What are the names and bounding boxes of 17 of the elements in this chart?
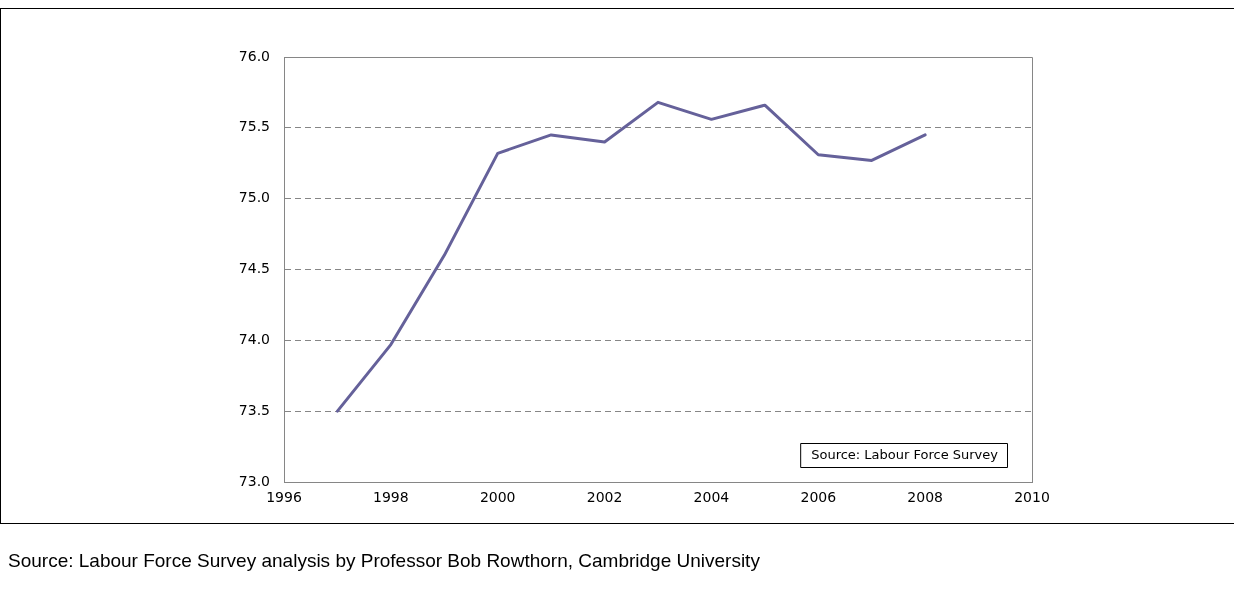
y-tick-label: 73.0 (238, 472, 270, 489)
x-tick-label: 2000 (479, 489, 516, 506)
x-tick-label: 2004 (693, 489, 730, 506)
x-tick-label: 2002 (586, 489, 623, 506)
y-tick-label: 76.0 (238, 47, 270, 64)
y-tick-label: 73.5 (238, 401, 270, 418)
y-tick-label: 75.5 (238, 118, 270, 135)
y-tick-label: 74.5 (238, 260, 270, 277)
x-tick-label: 2006 (800, 489, 837, 506)
x-tick-label: 1998 (373, 489, 409, 506)
x-tick-label: 2010 (1014, 489, 1050, 506)
x-tick-label: 1996 (266, 489, 302, 506)
x-tick-label: 2008 (907, 489, 943, 506)
y-tick-label: 74.0 (238, 330, 270, 347)
source-note: Source: Labour Force Survey analysis by Professor Bob Rowthorn, Cambridge University (8, 550, 760, 572)
annotation: Source: Labour Force Survey (811, 447, 999, 463)
y-tick-label: 75.0 (238, 189, 270, 206)
